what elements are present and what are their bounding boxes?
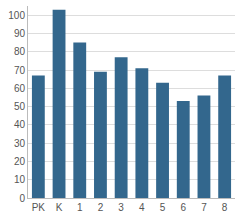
svg-text:50: 50 [14,101,26,112]
svg-text:K: K [56,202,63,213]
svg-text:30: 30 [14,138,26,149]
svg-text:90: 90 [14,28,26,39]
svg-text:1: 1 [77,202,83,213]
svg-text:80: 80 [14,46,26,57]
svg-text:70: 70 [14,65,26,76]
svg-text:PK: PK [32,202,46,213]
svg-text:3: 3 [118,202,124,213]
svg-text:10: 10 [14,174,26,185]
svg-text:100: 100 [8,10,25,21]
svg-text:20: 20 [14,156,26,167]
svg-text:5: 5 [160,202,166,213]
svg-text:7: 7 [201,202,207,213]
svg-text:40: 40 [14,119,26,130]
svg-text:6: 6 [180,202,186,213]
svg-text:2: 2 [98,202,104,213]
svg-text:60: 60 [14,83,26,94]
svg-text:0: 0 [19,193,25,204]
svg-text:8: 8 [222,202,228,213]
svg-text:4: 4 [139,202,145,213]
